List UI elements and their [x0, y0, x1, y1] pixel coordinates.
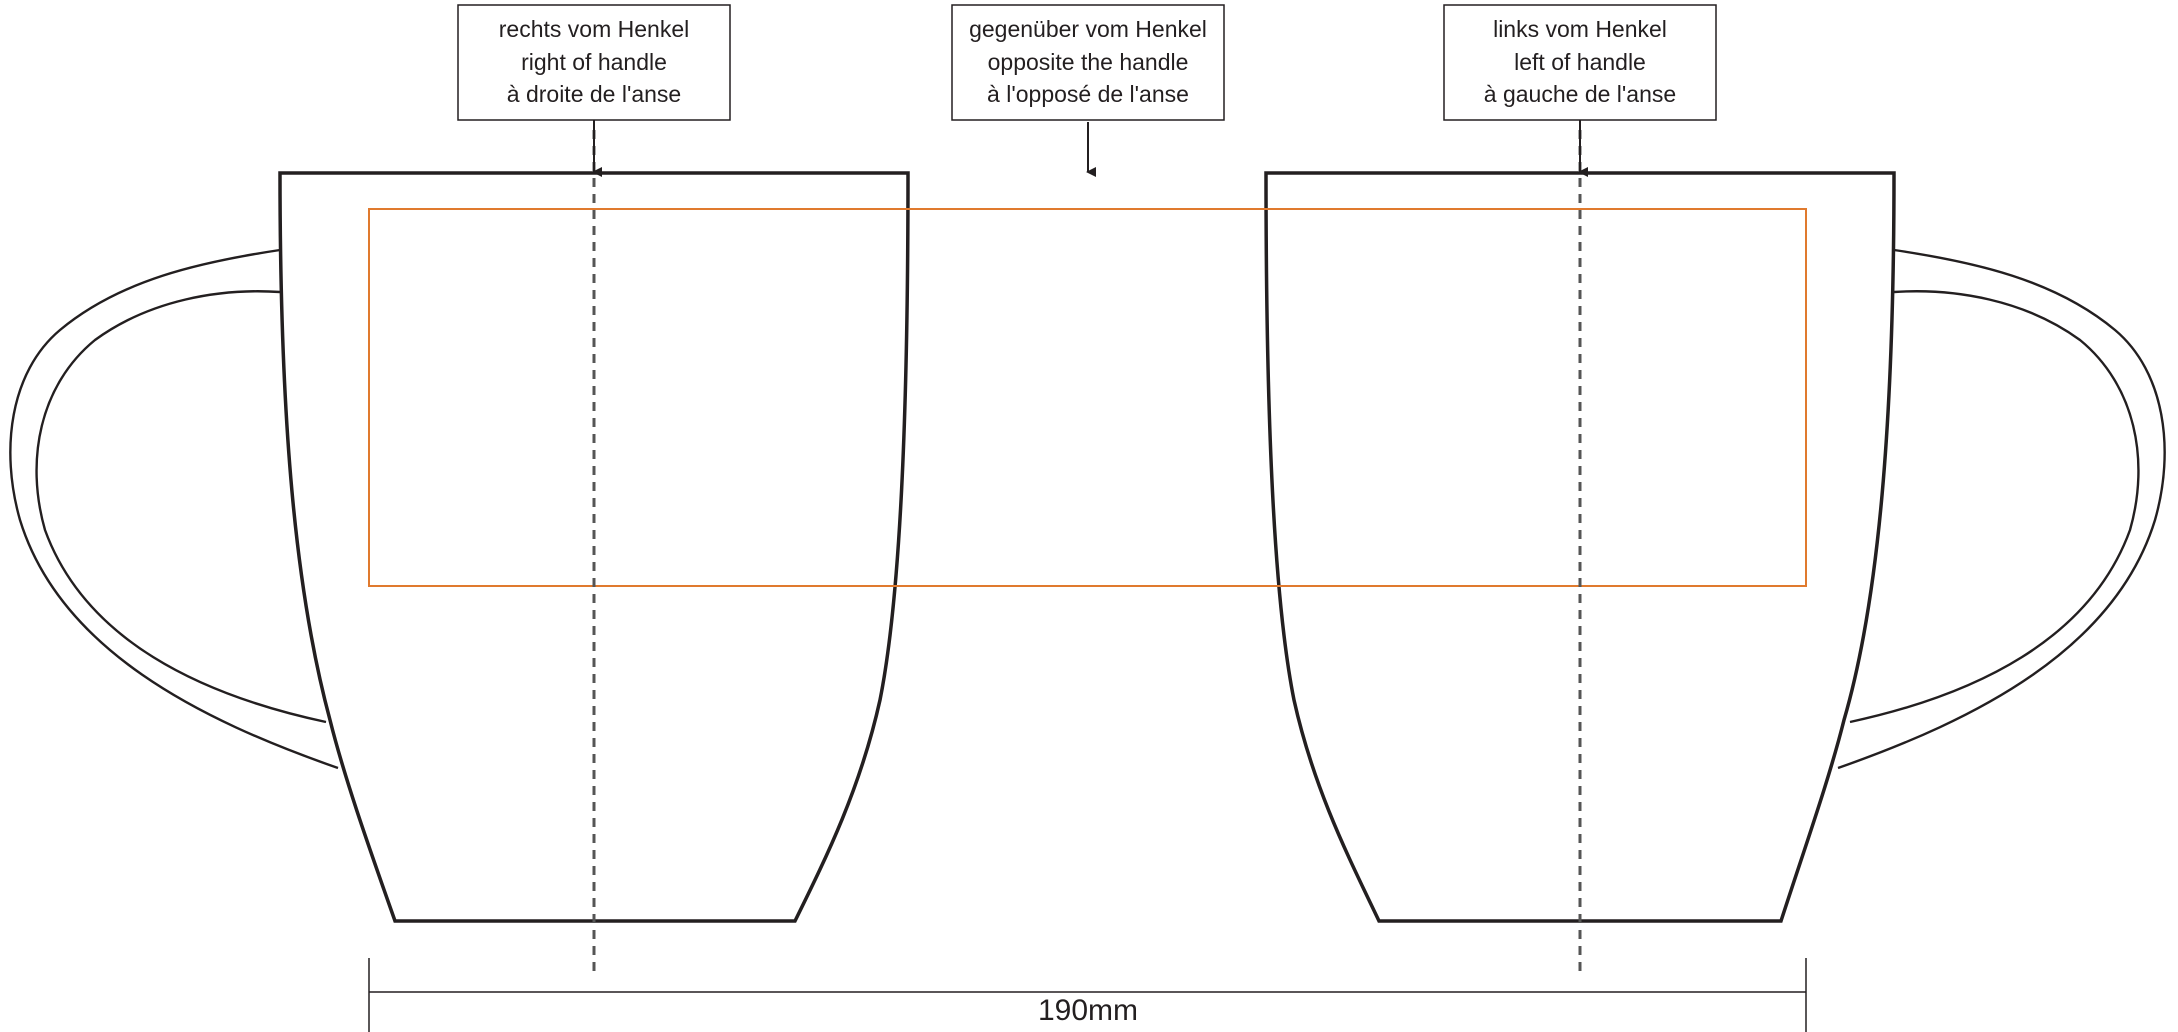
- label-opposite-handle-de: gegenüber vom Henkel: [969, 16, 1207, 42]
- dimension-line: [368, 958, 1807, 1032]
- left-mug-handle: [9, 248, 339, 770]
- label-opposite-handle-en: opposite the handle: [988, 49, 1189, 75]
- label-right-of-handle: rechts vom Henkel right of handle à droi…: [457, 4, 731, 121]
- label-right-of-handle-en: right of handle: [521, 49, 667, 75]
- print-area: [368, 208, 1807, 587]
- label-right-of-handle-de: rechts vom Henkel: [499, 16, 689, 42]
- label-opposite-handle: gegenüber vom Henkel opposite the handle…: [951, 4, 1225, 121]
- left-mug-body: [278, 171, 910, 923]
- label-left-of-handle-en: left of handle: [1514, 49, 1646, 75]
- label-right-of-handle-fr: à droite de l'anse: [507, 81, 681, 107]
- right-mug-handle: [1837, 248, 2166, 770]
- label-left-of-handle-de: links vom Henkel: [1493, 16, 1667, 42]
- label-left-of-handle-fr: à gauche de l'anse: [1484, 81, 1676, 107]
- label-left-of-handle: links vom Henkel left of handle à gauche…: [1443, 4, 1717, 121]
- label-opposite-handle-fr: à l'opposé de l'anse: [987, 81, 1189, 107]
- dimension-label: 190mm: [1038, 994, 1138, 1027]
